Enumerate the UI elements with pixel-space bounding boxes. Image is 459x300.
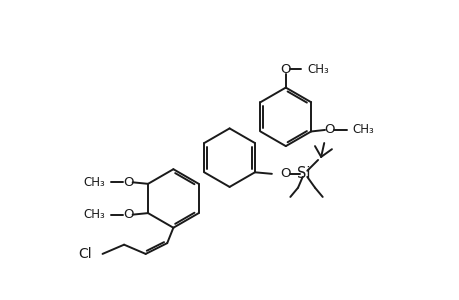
- Text: CH₃: CH₃: [352, 123, 374, 136]
- Text: CH₃: CH₃: [83, 208, 105, 221]
- Text: Cl: Cl: [78, 247, 91, 261]
- Text: O: O: [280, 63, 291, 76]
- Text: Si: Si: [297, 166, 310, 181]
- Text: O: O: [280, 167, 291, 180]
- Text: O: O: [123, 176, 133, 189]
- Text: CH₃: CH₃: [307, 63, 328, 76]
- Text: O: O: [324, 123, 334, 136]
- Text: CH₃: CH₃: [83, 176, 105, 189]
- Text: O: O: [123, 208, 133, 221]
